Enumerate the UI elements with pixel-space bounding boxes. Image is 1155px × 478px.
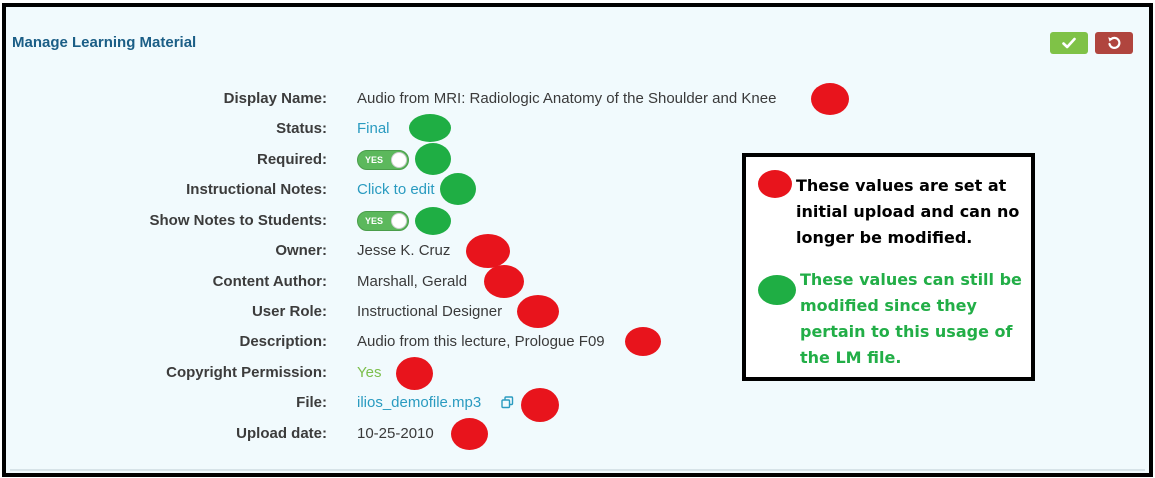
cancel-button[interactable]: [1095, 32, 1133, 54]
field-label: Description:: [239, 333, 327, 350]
upload-date-value: 10-25-2010: [357, 425, 434, 442]
field-label: Content Author:: [212, 273, 327, 290]
owner-value: Jesse K. Cruz: [357, 242, 451, 259]
fixed-marker: [484, 265, 524, 298]
field-label: Show Notes to Students:: [149, 212, 328, 229]
fixed-marker: [466, 234, 510, 268]
fixed-marker: [811, 83, 849, 115]
fixed-legend-text: These values are set at initial upload a…: [796, 176, 1020, 247]
description-value: Audio from this lecture, Prologue F09: [357, 333, 605, 350]
editable-marker: [415, 207, 451, 235]
field-label: Status:: [276, 120, 327, 137]
field-label: Display Name:: [223, 90, 327, 107]
annotation-legend: These values are set at initial upload a…: [742, 153, 1035, 381]
editable-marker: [409, 114, 451, 142]
toggle-state: YES: [365, 216, 384, 226]
field-label: User Role:: [251, 303, 327, 320]
toggle-knob: [391, 152, 407, 168]
editable-legend-text: These values can still be modified since…: [800, 270, 1022, 367]
editable-marker: [415, 143, 451, 175]
learning-material-panel: Manage Learning Material Display Name: A…: [2, 3, 1153, 477]
editable-marker: [440, 173, 476, 205]
user-role-value: Instructional Designer: [357, 303, 503, 320]
editable-legend-marker: [758, 275, 796, 305]
copyright-value: Yes: [357, 364, 382, 381]
field-label: Required:: [256, 151, 327, 168]
fixed-marker: [451, 418, 488, 450]
fixed-marker: [625, 327, 661, 356]
instructional-notes-edit-link[interactable]: Click to edit: [357, 181, 435, 198]
file-download-link[interactable]: ilios_demofile.mp3: [357, 394, 482, 411]
field-label: Copyright Permission:: [166, 364, 327, 381]
show-notes-toggle[interactable]: YES: [357, 211, 409, 231]
fixed-marker: [517, 295, 559, 328]
fixed-marker: [521, 388, 559, 422]
content-author-value: Marshall, Gerald: [357, 273, 468, 290]
field-label: Owner:: [275, 242, 327, 259]
done-button[interactable]: [1050, 32, 1088, 54]
toggle-knob: [391, 213, 407, 229]
required-toggle[interactable]: YES: [357, 150, 409, 170]
field-label: File:: [296, 394, 327, 411]
fixed-legend-marker: [758, 170, 792, 198]
bottom-divider: [10, 469, 1145, 471]
fixed-marker: [396, 357, 433, 390]
display-name-value: Audio from MRI: Radiologic Anatomy of th…: [357, 90, 777, 107]
undo-icon: [1108, 36, 1121, 49]
checkmark-icon: [1062, 37, 1076, 49]
panel-title: Manage Learning Material: [12, 34, 197, 51]
field-label: Upload date:: [236, 425, 327, 442]
toggle-state: YES: [365, 155, 384, 165]
field-label: Instructional Notes:: [186, 181, 327, 198]
copy-icon[interactable]: [501, 396, 514, 409]
status-value[interactable]: Final: [357, 120, 390, 137]
